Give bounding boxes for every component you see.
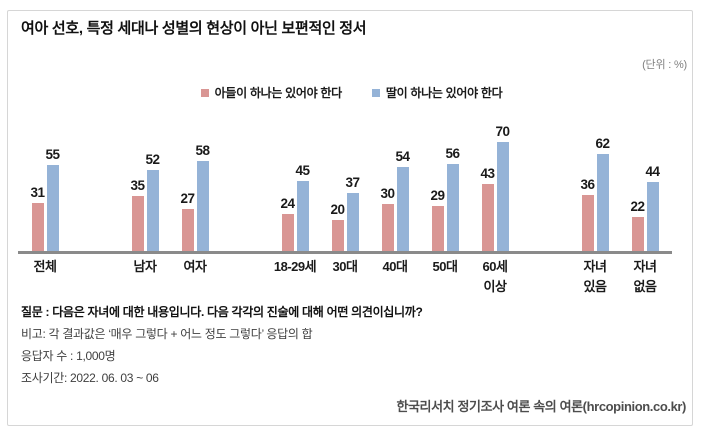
note-period: 조사기간: 2022. 06. 03 ~ 06 bbox=[21, 371, 159, 385]
note-respondents: 응답자 수 : 1,000명 bbox=[21, 349, 116, 363]
note-remark: 비고: 각 결과값은 ‘매우 그렇다 + 어느 정도 그렇다’ 응답의 합 bbox=[21, 327, 313, 341]
chart-title: 여아 선호, 특정 세대나 성별의 현상이 아닌 보편적인 정서 bbox=[21, 20, 367, 37]
unit-label: (단위 : %) bbox=[642, 59, 687, 71]
legend: 아들이 하나는 있어야 한다 딸이 하나는 있어야 한다 bbox=[0, 84, 703, 101]
footer-source: 한국리서치 정기조사 여론 속의 여론(hrcopinion.co.kr) bbox=[396, 399, 686, 414]
legend-label-daughter: 딸이 하나는 있어야 한다 bbox=[385, 86, 503, 100]
daughter-series-swatch-icon bbox=[371, 88, 380, 97]
legend-item-daughter: 딸이 하나는 있어야 한다 bbox=[371, 84, 503, 101]
legend-item-son: 아들이 하나는 있어야 한다 bbox=[200, 84, 343, 101]
note-question: 질문 : 다음은 자녀에 대한 내용입니다. 다음 각각의 진술에 대해 어떤 … bbox=[21, 305, 423, 319]
legend-label-son: 아들이 하나는 있어야 한다 bbox=[214, 86, 343, 100]
son-series-swatch-icon bbox=[200, 88, 209, 97]
